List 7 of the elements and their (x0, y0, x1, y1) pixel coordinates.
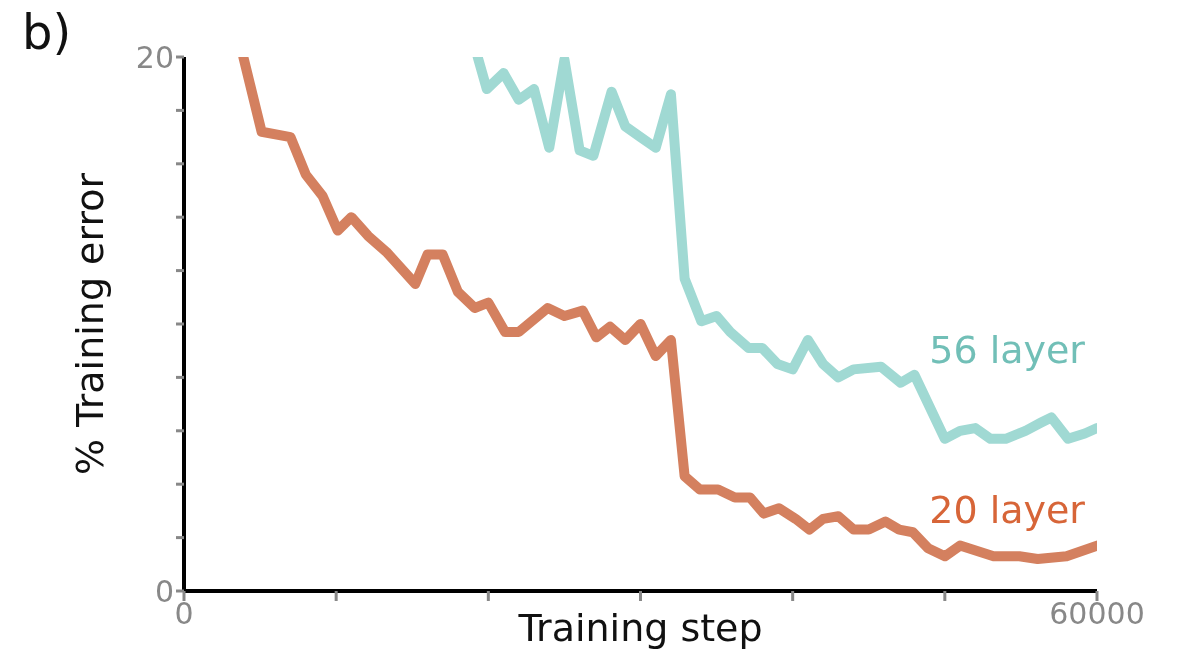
x-axis-title: Training step (518, 606, 763, 650)
series-label: 56 layer (929, 328, 1085, 373)
x-tick-label: 60000 (1049, 596, 1145, 632)
y-axis-title: % Training error (68, 172, 112, 476)
text: b) (22, 4, 72, 60)
series-label: 20 layer (929, 487, 1085, 532)
y-tick-label: 20 (135, 39, 174, 75)
